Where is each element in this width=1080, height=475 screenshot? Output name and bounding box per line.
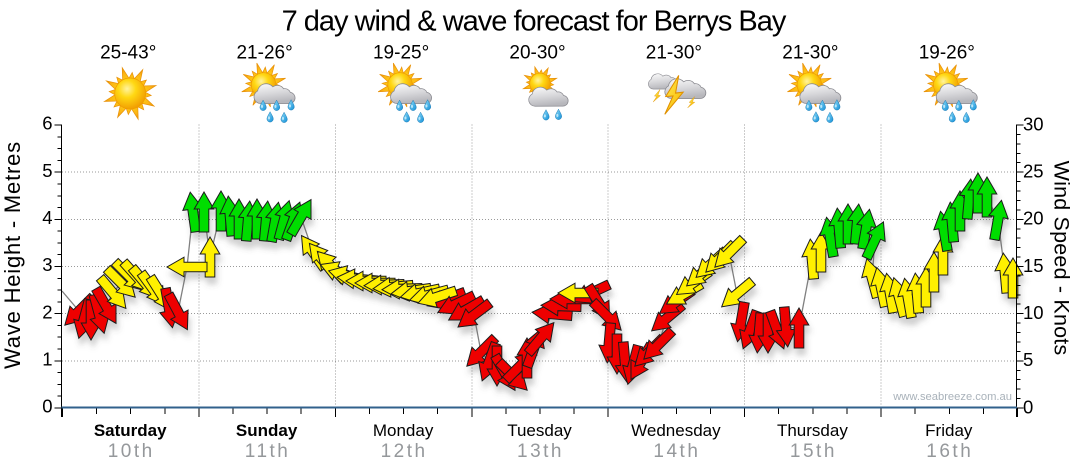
svg-text:Monday: Monday [373, 421, 434, 440]
svg-text:Thursday: Thursday [777, 421, 848, 440]
svg-text:10th: 10th [108, 441, 155, 462]
svg-text:3: 3 [42, 254, 52, 275]
svg-text:1: 1 [42, 349, 52, 370]
svg-text:7 day wind & wave forecast for: 7 day wind & wave forecast for Berrys Ba… [282, 6, 787, 38]
svg-text:5: 5 [42, 160, 52, 181]
svg-text:6: 6 [42, 113, 52, 134]
svg-text:20-30°: 20-30° [509, 43, 565, 64]
svg-text:21-26°: 21-26° [236, 43, 292, 64]
svg-text:Sunday: Sunday [236, 421, 298, 440]
svg-text:4: 4 [42, 207, 52, 228]
svg-text:15: 15 [1023, 255, 1044, 276]
svg-text:www.seabreeze.com.au: www.seabreeze.com.au [892, 391, 1012, 403]
svg-text:30: 30 [1023, 113, 1044, 134]
svg-text:21-30°: 21-30° [646, 43, 702, 64]
svg-text:14th: 14th [653, 441, 700, 462]
svg-text:15th: 15th [790, 441, 837, 462]
svg-text:25: 25 [1023, 161, 1044, 182]
svg-text:Saturday: Saturday [94, 421, 167, 440]
svg-text:Friday: Friday [925, 421, 973, 440]
svg-text:Tuesday: Tuesday [507, 421, 572, 440]
svg-text:5: 5 [1023, 349, 1033, 370]
svg-text:13th: 13th [517, 441, 564, 462]
svg-text:19-26°: 19-26° [919, 43, 975, 64]
svg-text:16th: 16th [926, 441, 973, 462]
svg-text:Wave Height - Metres: Wave Height - Metres [0, 141, 25, 369]
svg-text:Wednesday: Wednesday [631, 421, 721, 440]
svg-text:12th: 12th [381, 441, 428, 462]
svg-text:0: 0 [42, 396, 52, 417]
svg-text:0: 0 [1023, 396, 1033, 417]
svg-text:25-43°: 25-43° [100, 43, 156, 64]
svg-text:10: 10 [1023, 302, 1044, 323]
svg-text:20: 20 [1023, 208, 1044, 229]
svg-text:21-30°: 21-30° [782, 43, 838, 64]
svg-text:11th: 11th [245, 441, 291, 462]
svg-text:Wind Speed - Knots: Wind Speed - Knots [1049, 161, 1073, 356]
svg-text:2: 2 [42, 301, 52, 322]
svg-text:19-25°: 19-25° [373, 43, 429, 64]
